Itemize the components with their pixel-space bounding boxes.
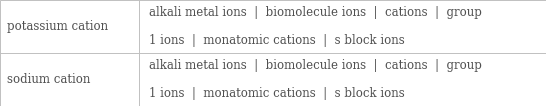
Text: alkali metal ions  |  biomolecule ions  |  cations  |  group: alkali metal ions | biomolecule ions | c… xyxy=(149,59,482,72)
Text: 1 ions  |  monatomic cations  |  s block ions: 1 ions | monatomic cations | s block ion… xyxy=(149,87,405,100)
Text: 1 ions  |  monatomic cations  |  s block ions: 1 ions | monatomic cations | s block ion… xyxy=(149,34,405,47)
Text: alkali metal ions  |  biomolecule ions  |  cations  |  group: alkali metal ions | biomolecule ions | c… xyxy=(149,6,482,19)
Text: potassium cation: potassium cation xyxy=(7,20,108,33)
Text: sodium cation: sodium cation xyxy=(7,73,90,86)
